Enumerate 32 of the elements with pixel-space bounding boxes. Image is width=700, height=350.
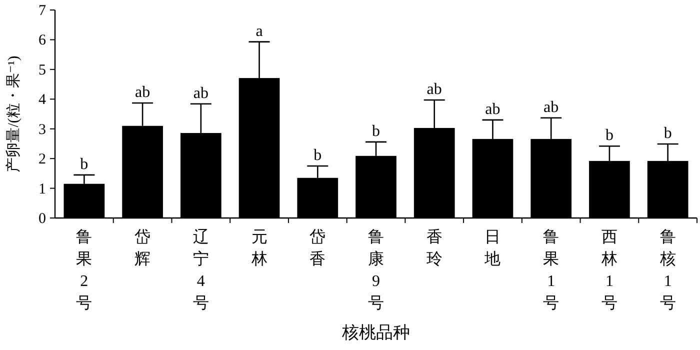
x-tick-label: 鲁康9号 xyxy=(368,228,384,312)
annotation: ab xyxy=(485,100,500,118)
x-tick-label: 岱香 xyxy=(310,228,326,268)
y-tick-label: 5 xyxy=(38,62,46,78)
y-tick-label: 7 xyxy=(38,3,46,19)
x-tick-label: 岱辉 xyxy=(134,228,151,268)
annotation: ab xyxy=(193,84,208,102)
annotation: ab xyxy=(544,98,559,116)
y-tick-label: 0 xyxy=(38,211,46,227)
x-tick-label: 鲁果1号 xyxy=(543,228,560,312)
y-tick-label: 1 xyxy=(38,181,46,198)
x-tick-label: 香玲 xyxy=(426,228,442,268)
annotation: b xyxy=(314,147,322,164)
annotation: b xyxy=(372,122,380,140)
x-tick-label: 鲁果2号 xyxy=(76,228,92,312)
y-tick-label: 2 xyxy=(38,152,46,168)
x-tick-label: 辽宁4号 xyxy=(192,228,209,312)
annotation: b xyxy=(605,127,614,144)
y-tick-label: 4 xyxy=(38,92,46,108)
x-tick-label: 元林 xyxy=(250,229,268,268)
annotation: b xyxy=(80,156,88,173)
annotation: ab xyxy=(426,81,442,98)
annotation: b xyxy=(664,125,672,142)
y-axis-title: 产卵量/(粒・果⁻¹) xyxy=(5,56,22,172)
y-tick-label: 6 xyxy=(38,32,46,49)
x-tick-label: 西林1号 xyxy=(600,229,618,312)
x-tick-label: 鲁核1号 xyxy=(658,228,676,312)
x-tick-label: 日地 xyxy=(484,229,501,268)
annotation: ab xyxy=(134,84,150,102)
x-axis-title: 核桃品种 xyxy=(341,323,410,342)
annotation: a xyxy=(256,22,263,40)
y-tick-label: 3 xyxy=(38,122,46,138)
